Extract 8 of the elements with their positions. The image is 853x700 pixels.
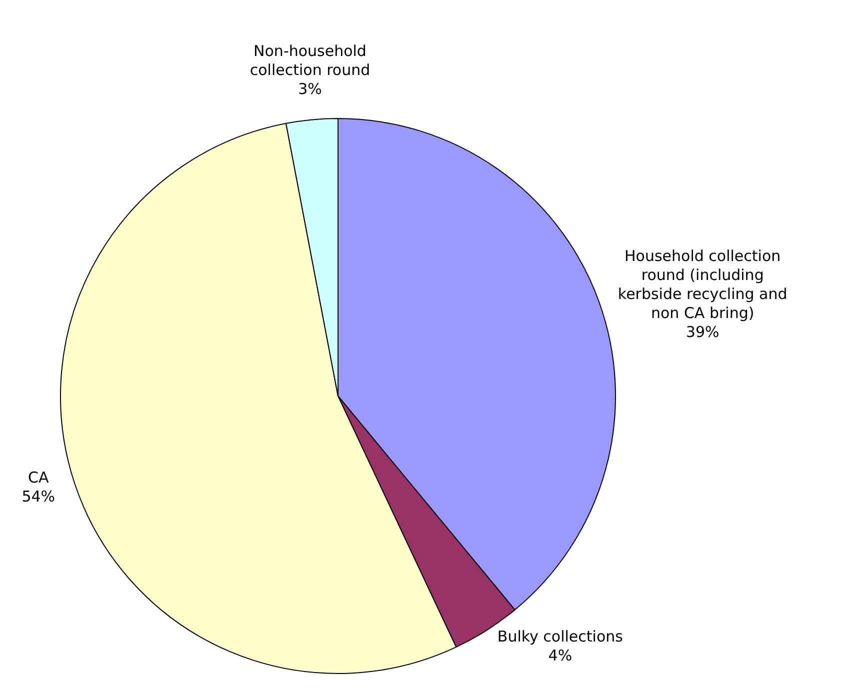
slice-label: Non-household collection round: [250, 42, 370, 80]
data-label: 54%: [22, 487, 56, 506]
slice-label: Bulky collections: [497, 628, 624, 646]
data-label: 3%: [298, 80, 322, 98]
data-label: 4%: [548, 646, 572, 665]
slice-label: CA: [28, 468, 50, 486]
slice-label: Household collection round (including kerbside recycling and non CA bring): [618, 247, 788, 322]
data-label: 39%: [686, 323, 720, 342]
